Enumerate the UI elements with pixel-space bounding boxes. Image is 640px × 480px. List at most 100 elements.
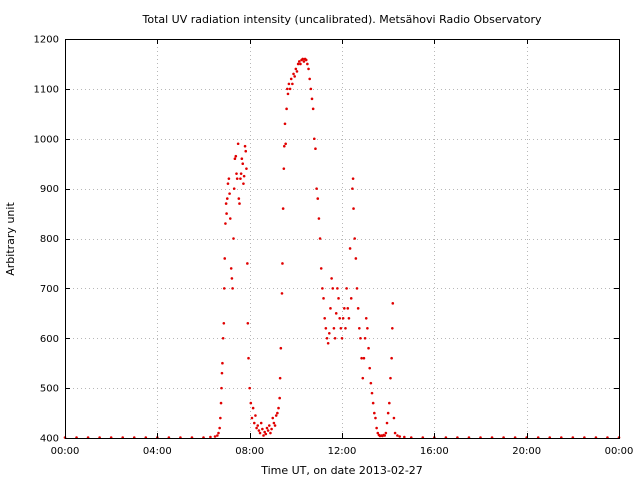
x-axis-ticks: 00:00 04:00 08:00 12:00 16:00 20:00 00:00	[51, 39, 633, 457]
data-point	[272, 421, 276, 425]
data-point	[344, 326, 347, 330]
data-point	[251, 406, 255, 410]
data-point	[389, 376, 392, 380]
data-point	[247, 356, 250, 360]
data-point	[331, 287, 335, 290]
data-point	[231, 287, 234, 290]
data-point	[239, 172, 243, 175]
data-point	[242, 182, 245, 185]
data-point	[366, 326, 369, 330]
data-point	[341, 317, 345, 320]
data-point	[334, 312, 338, 315]
data-point	[283, 122, 287, 126]
data-point	[236, 142, 240, 146]
data-point	[219, 401, 223, 405]
data-point	[282, 144, 286, 148]
data-point	[213, 435, 217, 438]
data-point	[340, 336, 344, 340]
data-point	[285, 87, 289, 91]
data-point	[310, 97, 314, 101]
data-point	[362, 356, 366, 360]
data-point	[353, 237, 356, 240]
x-tick-label: 04:00	[143, 446, 172, 457]
y-tick-label: 1200	[34, 35, 59, 46]
data-point	[386, 411, 390, 415]
data-point	[263, 430, 266, 434]
data-point	[330, 277, 333, 280]
y-tick-label: 1100	[34, 84, 59, 95]
data-point	[235, 172, 238, 175]
data-point	[246, 262, 249, 265]
data-point	[295, 70, 299, 73]
data-point	[307, 67, 310, 71]
data-point	[355, 287, 359, 290]
data-point	[229, 267, 233, 270]
data-point	[220, 371, 224, 375]
data-point	[375, 426, 378, 430]
data-point	[336, 287, 339, 290]
data-point	[254, 414, 257, 417]
data-point	[369, 381, 373, 385]
data-point	[279, 346, 283, 350]
data-point	[315, 187, 318, 190]
data-point	[352, 207, 355, 210]
data-point	[373, 411, 376, 415]
data-point	[314, 147, 317, 151]
data-point	[361, 376, 365, 380]
data-point	[345, 287, 348, 290]
y-tick-label: 600	[40, 334, 59, 345]
data-point	[259, 421, 263, 425]
y-tick-label: 900	[40, 184, 59, 195]
data-point	[284, 142, 287, 146]
data-point	[358, 326, 361, 330]
data-point	[363, 336, 367, 340]
data-point	[224, 202, 228, 205]
grid-lines	[65, 39, 619, 438]
data-point	[280, 292, 284, 295]
data-point	[385, 421, 389, 425]
data-point	[233, 157, 237, 160]
data-point	[349, 297, 353, 300]
data-point	[346, 307, 350, 310]
data-point	[351, 177, 355, 180]
data-point	[384, 431, 388, 435]
data-point	[289, 77, 293, 81]
data-point	[302, 60, 306, 63]
data-point	[297, 60, 301, 63]
data-point	[273, 424, 277, 427]
data-point	[278, 376, 282, 380]
data-point	[243, 144, 247, 148]
data-points	[63, 57, 621, 439]
data-point	[368, 366, 372, 370]
data-point	[296, 62, 300, 66]
data-point	[240, 157, 244, 160]
data-point	[299, 62, 302, 66]
data-point	[398, 435, 402, 438]
data-point	[356, 307, 360, 310]
data-point	[277, 406, 280, 410]
data-point	[222, 321, 226, 325]
data-point	[249, 401, 253, 405]
x-tick-label: 08:00	[235, 446, 264, 457]
data-point	[354, 257, 358, 260]
data-point	[242, 174, 246, 178]
data-point	[388, 401, 391, 405]
data-point	[371, 401, 375, 405]
data-point	[393, 431, 397, 435]
x-tick-label: 00:00	[51, 446, 80, 457]
data-point	[286, 92, 290, 96]
data-point	[376, 431, 380, 435]
data-point	[329, 307, 332, 310]
data-point	[392, 416, 396, 420]
y-axis-ticks: 400 500 600 700 800 900 1000 1100 1200	[34, 35, 619, 445]
data-point	[347, 317, 351, 320]
data-point	[266, 429, 270, 432]
data-point	[339, 326, 343, 330]
data-point	[261, 427, 264, 431]
data-point	[223, 257, 227, 260]
data-point	[360, 356, 363, 360]
data-point	[218, 426, 221, 430]
data-point	[370, 391, 374, 395]
data-point	[232, 237, 235, 240]
